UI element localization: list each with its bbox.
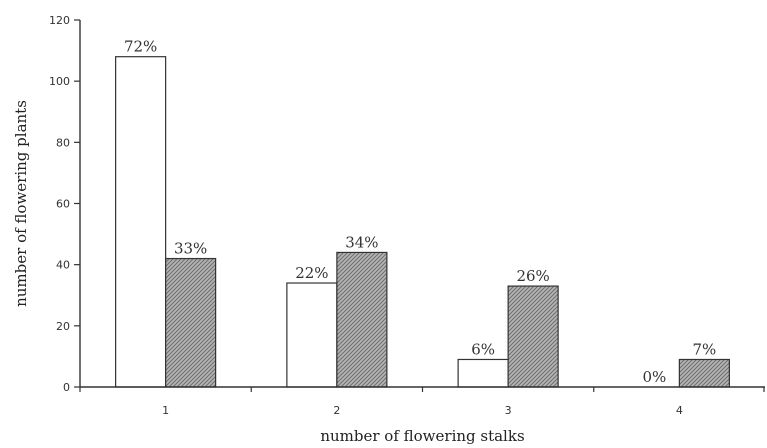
- bar-series2-1: [165, 257, 217, 388]
- x-tick-label: 1: [162, 404, 169, 417]
- bar-series1-2: [286, 282, 338, 388]
- bar-labels: 72% 22% 6% 0% 33% 34% 26% 7%: [124, 38, 716, 386]
- x-tick-label: 2: [333, 404, 340, 417]
- bar-series1-3: [457, 358, 509, 388]
- bar-series2-3: [507, 285, 559, 388]
- data-label: 72%: [124, 38, 157, 56]
- bars: [115, 56, 730, 388]
- y-tick-label: 100: [49, 75, 70, 88]
- x-axis-title: number of flowering stalks: [320, 427, 524, 445]
- bar-series1-1: [115, 56, 167, 388]
- y-tick-label: 0: [63, 381, 70, 394]
- y-tick-label: 20: [56, 320, 70, 333]
- y-tick-label: 120: [49, 14, 70, 27]
- bar-series2-4: [678, 358, 730, 388]
- data-label: 34%: [345, 233, 378, 251]
- x-tick-label: 3: [505, 404, 512, 417]
- data-label: 6%: [471, 340, 495, 358]
- y-tick-label: 80: [56, 136, 70, 149]
- x-axis-ticks: 1 2 3 4: [79, 387, 765, 417]
- x-tick-label: 4: [676, 404, 683, 417]
- data-label: 26%: [516, 267, 549, 285]
- y-axis-title: number of flowering plants: [12, 100, 30, 307]
- y-tick-label: 40: [56, 259, 70, 272]
- bar-series2-2: [336, 251, 388, 388]
- data-label: 22%: [295, 264, 328, 282]
- y-axis-ticks: 0 20 40 60 80 100 120: [49, 14, 80, 394]
- y-tick-label: 60: [56, 198, 70, 211]
- data-label: 33%: [174, 240, 207, 258]
- data-label: 0%: [642, 368, 666, 386]
- data-label: 7%: [692, 340, 716, 358]
